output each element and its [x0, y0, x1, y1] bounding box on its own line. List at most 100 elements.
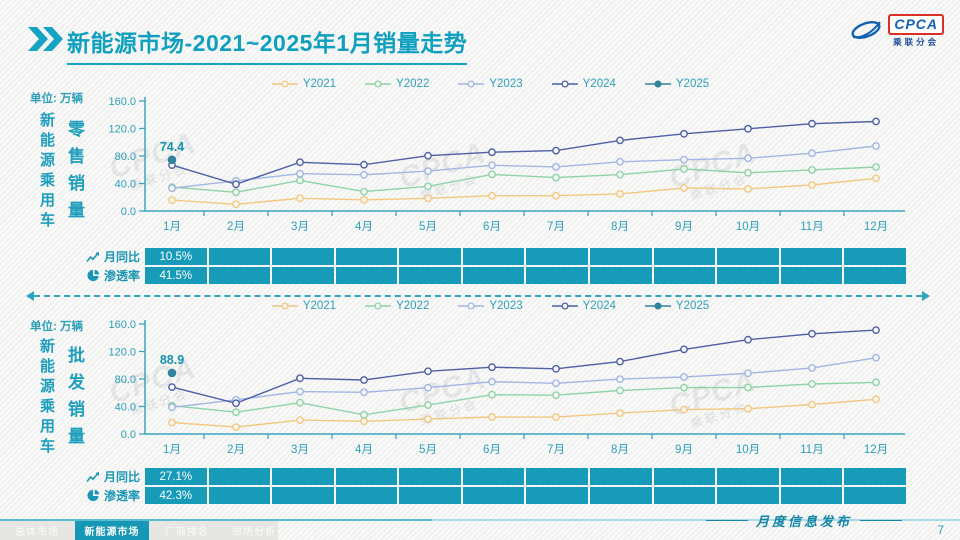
footer-tab-market-analysis[interactable]: 市场分析	[232, 527, 276, 538]
series-point-Y2022	[232, 408, 240, 417]
series-point-Y2024	[488, 148, 496, 157]
legend-item-Y2024: Y2024	[551, 300, 616, 312]
release-left-line	[705, 520, 748, 521]
x-tick-label: 12月	[864, 221, 888, 233]
metric-row-cells: 41.5%	[145, 267, 906, 284]
series-point-Y2022	[872, 163, 880, 171]
footer-tab-nev-market[interactable]: 新能源市场	[75, 521, 149, 540]
series-line-Y2024	[171, 329, 877, 405]
metric-cell	[399, 248, 461, 265]
legend-item-Y2025: Y2025	[644, 78, 709, 90]
series-point-Y2024	[232, 180, 240, 189]
series-point-Y2021	[616, 190, 624, 198]
axis	[144, 97, 905, 212]
x-tick-label: 2月	[227, 444, 245, 456]
section-divider	[26, 291, 930, 301]
series-point-Y2024	[808, 329, 816, 338]
series-point-Y2023	[744, 369, 752, 378]
metric-cell	[526, 248, 589, 265]
series-point-Y2022	[232, 188, 240, 197]
series-point-Y2024	[808, 119, 816, 128]
metric-cell	[272, 487, 334, 504]
trend-icon	[86, 471, 99, 482]
legend-item-Y2023: Y2023	[457, 300, 523, 312]
series-point-Y2024	[360, 376, 368, 384]
y-tick-label: 120.0	[108, 347, 136, 359]
series-point-Y2022	[680, 165, 688, 173]
legend-label: Y2022	[396, 78, 430, 90]
legend-label: Y2025	[675, 300, 710, 312]
legend-marker-icon	[551, 80, 578, 88]
series-point-Y2022	[360, 410, 368, 419]
cpca-swoosh-icon	[851, 21, 882, 39]
y-tick-label: 80.0	[115, 151, 136, 163]
metric-row-cells: 27.1%	[145, 468, 906, 485]
metric-row-label: 渗透率	[20, 267, 140, 284]
footer-divider-line	[0, 519, 960, 521]
legend-item-Y2022: Y2022	[364, 300, 429, 312]
metric-cell	[335, 248, 398, 265]
metric-row-label: 渗透率	[20, 487, 140, 504]
metric-cell	[399, 267, 461, 284]
page-number: 7	[937, 523, 944, 537]
series-point-Y2021	[680, 184, 688, 192]
y-tick-label: 160.0	[108, 319, 136, 331]
footer-tab-overall[interactable]: 总体市场	[15, 527, 59, 538]
metric-row: 渗透率 41.5%	[20, 267, 906, 284]
metric-cell	[526, 468, 589, 485]
release-label-group: 月度信息发布	[705, 511, 902, 530]
legend-marker-icon	[365, 80, 392, 88]
legend-marker-icon	[365, 302, 392, 310]
divider-right-arrow-icon	[922, 291, 930, 301]
legend-marker-icon	[458, 80, 485, 88]
logo-subtitle: 乘联分会	[893, 37, 940, 47]
metric-row: 月同比 10.5%	[20, 248, 906, 265]
series-point-Y2022	[616, 386, 624, 395]
metric-cell	[590, 468, 652, 485]
y-tick-label: 0.0	[121, 429, 136, 441]
x-tick-label: 8月	[611, 444, 629, 456]
retail-metric-label: 零售销量	[65, 120, 84, 228]
release-right-line	[860, 520, 902, 521]
y-tick-label: 40.0	[115, 402, 136, 414]
series-point-Y2023	[616, 157, 624, 166]
wholesale-metric-label: 批发销量	[65, 346, 84, 454]
metric-cell	[844, 468, 906, 485]
series-point-Y2023	[360, 388, 368, 397]
series-point-Y2021	[424, 194, 432, 203]
footer-tab-oem-ranking[interactable]: 厂商排名	[165, 527, 209, 538]
pie-icon	[87, 269, 100, 282]
x-tick-label: 1月	[163, 221, 181, 233]
metric-cell	[272, 468, 334, 485]
metric-row-cells: 10.5%	[145, 248, 906, 265]
metric-cell	[653, 487, 716, 504]
legend-label: Y2021	[302, 300, 337, 312]
series-point-Y2021	[232, 423, 240, 432]
legend-item-Y2022: Y2022	[364, 78, 429, 90]
series-line-Y2021	[171, 398, 877, 428]
series-point-Y2022	[744, 383, 752, 392]
series-point-Y2022	[680, 383, 688, 392]
x-tick-label: 10月	[736, 444, 760, 456]
metric-cell	[462, 248, 525, 265]
series-point-Y2023	[680, 373, 688, 381]
legend-marker-icon	[271, 80, 298, 88]
metric-cell	[590, 267, 652, 284]
series-point-Y2021	[232, 200, 240, 209]
pie-icon	[87, 489, 100, 502]
series-point-Y2024	[424, 367, 432, 376]
x-tick-label: 10月	[736, 221, 760, 233]
metric-cell	[462, 487, 525, 504]
metric-cell	[653, 248, 716, 265]
legend-marker-icon	[271, 302, 298, 310]
series-point-Y2024	[744, 335, 752, 344]
metric-cell	[717, 267, 779, 284]
metric-cell	[780, 248, 843, 265]
series-point-Y2021	[744, 404, 752, 413]
series-point-Y2024	[232, 399, 240, 408]
divider-left-arrow-icon	[26, 291, 34, 301]
x-tick-label: 12月	[864, 444, 888, 456]
series-point-Y2024	[168, 383, 176, 392]
series-point-Y2021	[552, 191, 560, 200]
